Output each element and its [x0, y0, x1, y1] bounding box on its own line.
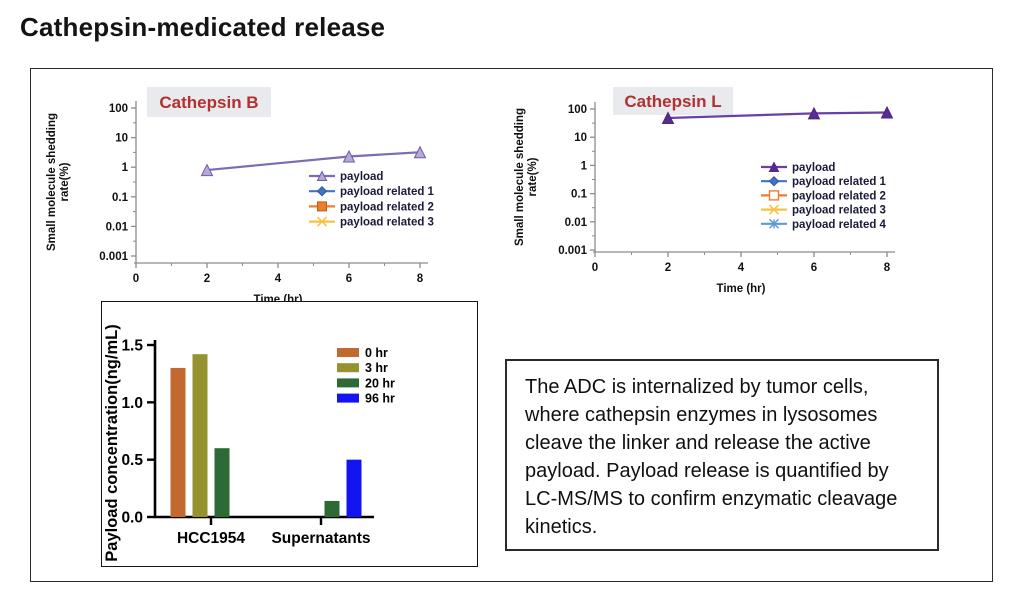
y-tick-label: 1.5 — [121, 338, 143, 355]
y-axis-label: Payload concentration(ng/mL) — [103, 324, 121, 561]
chart-title: Cathepsin B — [159, 93, 258, 112]
legend-label: payload — [340, 171, 383, 183]
cathepsin-l-chart: Cathepsin L 100 10 1 0.1 0.01 0.001 0 2 4 6 8 Time (… — [509, 75, 979, 310]
series-marker — [807, 106, 821, 120]
legend-label: payload related 2 — [792, 190, 886, 202]
series-marker — [768, 204, 780, 215]
x-tick-label: 8 — [884, 262, 891, 274]
y-tick-label: 0.01 — [106, 221, 129, 233]
x-tick-label: 0 — [133, 273, 139, 285]
legend-item: payload related 3 — [309, 216, 434, 229]
legend-item: payload related 3 — [761, 204, 886, 217]
y-tick-label: 1 — [581, 160, 588, 172]
y-tick-label: 1.0 — [121, 395, 143, 412]
x-tick-label: 2 — [204, 273, 210, 285]
series-marker — [342, 149, 356, 163]
bar-3-hr-HCC1954 — [192, 354, 208, 517]
y-axis-label: Small molecule sheddingrate(%) — [514, 108, 539, 246]
y-tick-label: 1 — [122, 162, 129, 174]
y-tick-label: 0.5 — [121, 452, 143, 469]
legend-label: payload related 3 — [792, 205, 886, 217]
cathepsin-l-plot: Cathepsin L 100 10 1 0.1 0.01 0.001 0 2 4 6 8 Time (… — [514, 87, 895, 295]
chart-title-badge — [147, 87, 271, 117]
bar-0-hr-HCC1954 — [170, 367, 186, 517]
x-axis-label: Time (hr) — [717, 283, 766, 295]
payload-concentration-plot: 0.0 0.5 1.0 1.5 HCC1954 Supernatants Payload c… — [103, 324, 395, 561]
legend-label: 3 hr — [365, 361, 388, 375]
series-payload — [661, 105, 894, 124]
bar-20-hr-HCC1954 — [214, 448, 230, 517]
legend: payload payload related 1 payload related … — [761, 161, 887, 231]
description-text: The ADC is internalized by tumor cells, … — [525, 376, 898, 538]
series-marker — [316, 216, 328, 227]
description-box: The ADC is internalized by tumor cells, … — [505, 359, 939, 551]
series-marker — [880, 105, 894, 119]
series-marker — [768, 190, 780, 201]
legend-item: payload related 4 — [761, 219, 887, 231]
legend-item: 20 hr — [337, 376, 395, 390]
series-marker — [413, 145, 427, 159]
legend-label: payload — [792, 162, 835, 174]
bar-20-hr-Supernatants — [324, 500, 340, 517]
series-marker — [316, 185, 328, 197]
series-marker — [316, 170, 328, 181]
page-title: Cathepsin-medicated release — [20, 12, 386, 42]
x-tick-label: 0 — [592, 262, 598, 274]
legend-label: 20 hr — [365, 376, 395, 390]
y-tick-label: 0.01 — [565, 217, 588, 229]
legend-label: payload related 3 — [340, 217, 434, 229]
figure-panel: Cathepsin B 100 10 1 0.1 0.01 0.001 0 2 4 6 8 Time (… — [30, 68, 993, 582]
series-marker — [768, 161, 780, 172]
y-tick-label: 100 — [568, 104, 587, 116]
x-tick-label: 8 — [417, 273, 424, 285]
y-axis-label: Small molecule sheddingrate(%) — [46, 113, 71, 251]
legend-item: payload related 2 — [309, 201, 434, 213]
y-tick-label: 100 — [109, 103, 128, 115]
legend-label: payload related 4 — [792, 219, 887, 231]
series-marker — [200, 163, 214, 177]
legend-item: payload related 2 — [761, 190, 886, 202]
legend-item: payload related 1 — [309, 185, 435, 198]
x-tick-label: 4 — [738, 262, 745, 274]
x-tick-label: 6 — [811, 262, 817, 274]
series-payload — [200, 145, 427, 177]
y-tick-label: 0.0 — [121, 510, 143, 527]
x-tick-label: 2 — [665, 262, 671, 274]
legend-label: payload related 1 — [340, 186, 435, 198]
legend-label: payload related 1 — [792, 176, 887, 188]
y-tick-label: 0.1 — [112, 192, 129, 204]
chart-title-badge — [613, 87, 733, 115]
y-tick-label: 0.1 — [571, 189, 588, 201]
legend-item: 96 hr — [337, 392, 395, 406]
series-marker — [768, 175, 780, 187]
bar-96-hr-Supernatants — [346, 459, 362, 517]
x-tick-label: 6 — [346, 273, 352, 285]
series-marker — [661, 111, 675, 124]
chart-title: Cathepsin L — [624, 92, 721, 111]
y-tick-label: 0.001 — [99, 251, 128, 263]
legend-item: payload — [309, 170, 383, 183]
legend-item: payload related 1 — [761, 175, 887, 188]
legend-item: 3 hr — [337, 361, 388, 375]
payload-concentration-chart: 0.0 0.5 1.0 1.5 HCC1954 Supernatants Payload c… — [101, 301, 478, 567]
category-label: Supernatants — [271, 530, 370, 547]
legend-label: 96 hr — [365, 392, 395, 406]
legend-label: payload related 2 — [340, 201, 434, 213]
legend-item: 0 hr — [337, 346, 388, 360]
series-marker — [317, 201, 327, 212]
legend: payload payload related 1 payload related … — [309, 170, 435, 229]
series-marker — [769, 218, 779, 229]
cathepsin-b-chart: Cathepsin B 100 10 1 0.1 0.01 0.001 0 2 4 6 8 Time (… — [39, 79, 509, 314]
legend-label: 0 hr — [365, 346, 388, 360]
y-tick-label: 0.001 — [558, 245, 587, 257]
y-tick-label: 10 — [574, 132, 587, 144]
y-tick-label: 10 — [115, 133, 128, 145]
category-label: HCC1954 — [177, 530, 245, 547]
legend-item: payload — [761, 161, 835, 174]
x-tick-label: 4 — [275, 273, 282, 285]
